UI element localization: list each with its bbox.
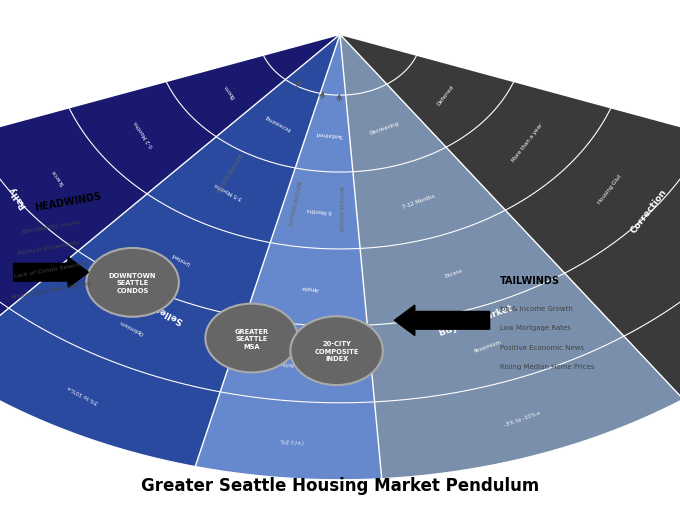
Text: DOWNTOWN
SEATTLE
CONDOS: DOWNTOWN SEATTLE CONDOS bbox=[109, 272, 156, 293]
Text: Correction: Correction bbox=[629, 187, 668, 235]
Polygon shape bbox=[0, 35, 340, 467]
Text: Positive Economic News: Positive Economic News bbox=[500, 344, 584, 350]
Text: 0-2 Months: 0-2 Months bbox=[133, 120, 154, 148]
Text: Pessimism: Pessimism bbox=[473, 338, 503, 353]
Text: More than a year: More than a year bbox=[511, 122, 544, 163]
Polygon shape bbox=[195, 35, 381, 480]
Text: Optimism: Optimism bbox=[119, 318, 145, 334]
Text: 7-12 Months: 7-12 Months bbox=[402, 193, 436, 209]
Text: S&P/CASE-SHILLER: S&P/CASE-SHILLER bbox=[214, 152, 243, 194]
Text: 3% to 10%+: 3% to 10%+ bbox=[67, 384, 100, 404]
Text: -3% to -10%+: -3% to -10%+ bbox=[503, 410, 541, 427]
Text: Low Mortgage Rates: Low Mortgage Rates bbox=[500, 325, 571, 331]
Text: Scarce: Scarce bbox=[51, 168, 65, 186]
Text: Deferred: Deferred bbox=[437, 84, 455, 107]
Text: Job & Income Growth: Job & Income Growth bbox=[500, 306, 574, 312]
Text: Ample Apartment Options: Ample Apartment Options bbox=[10, 280, 92, 299]
Text: Limited: Limited bbox=[170, 251, 190, 265]
Text: Lack of Condo Selection: Lack of Condo Selection bbox=[14, 260, 89, 278]
Text: 3-5 Months: 3-5 Months bbox=[214, 181, 243, 200]
Text: Affordability Issues: Affordability Issues bbox=[20, 220, 80, 235]
Text: Rising Median Home Prices: Rising Median Home Prices bbox=[500, 363, 594, 369]
Text: Greater Seattle Housing Market Pendulum: Greater Seattle Housing Market Pendulum bbox=[141, 476, 539, 494]
FancyArrow shape bbox=[394, 306, 490, 336]
Text: Excess: Excess bbox=[444, 268, 463, 279]
Text: S&P/CASE-SHILLER: S&P/CASE-SHILLER bbox=[338, 186, 343, 232]
Text: Cautiously Active: Cautiously Active bbox=[277, 359, 325, 368]
Polygon shape bbox=[340, 35, 680, 399]
Text: TAILWINDS: TAILWINDS bbox=[500, 275, 560, 285]
Text: Political Uncertainty: Political Uncertainty bbox=[17, 240, 80, 256]
Text: Seller's Market: Seller's Market bbox=[113, 280, 185, 324]
Polygon shape bbox=[340, 35, 680, 479]
Text: Boom: Boom bbox=[223, 83, 236, 98]
Text: Buyer's Market: Buyer's Market bbox=[438, 303, 513, 337]
Text: Decreasing: Decreasing bbox=[369, 121, 400, 136]
Text: Sustained: Sustained bbox=[315, 130, 342, 138]
Text: Increasing: Increasing bbox=[264, 114, 291, 132]
Circle shape bbox=[86, 248, 179, 317]
Text: 6 Months: 6 Months bbox=[307, 207, 332, 214]
FancyArrow shape bbox=[14, 258, 88, 288]
Text: Rally: Rally bbox=[7, 184, 29, 210]
Text: Balanced: Balanced bbox=[281, 330, 328, 343]
Circle shape bbox=[290, 317, 383, 385]
Text: S&P/CASE-SHILLER: S&P/CASE-SHILLER bbox=[286, 179, 301, 226]
Text: GREATER
SEATTLE
MSA: GREATER SEATTLE MSA bbox=[235, 328, 269, 349]
Text: 20-CITY
COMPOSITE
INDEX: 20-CITY COMPOSITE INDEX bbox=[314, 340, 359, 362]
Text: Ample: Ample bbox=[301, 284, 320, 290]
Polygon shape bbox=[0, 35, 340, 366]
Text: HEADWINDS: HEADWINDS bbox=[34, 190, 103, 212]
Text: (+/-) 2%: (+/-) 2% bbox=[281, 436, 304, 443]
Text: Housing Glut: Housing Glut bbox=[597, 174, 622, 205]
Circle shape bbox=[205, 304, 298, 373]
